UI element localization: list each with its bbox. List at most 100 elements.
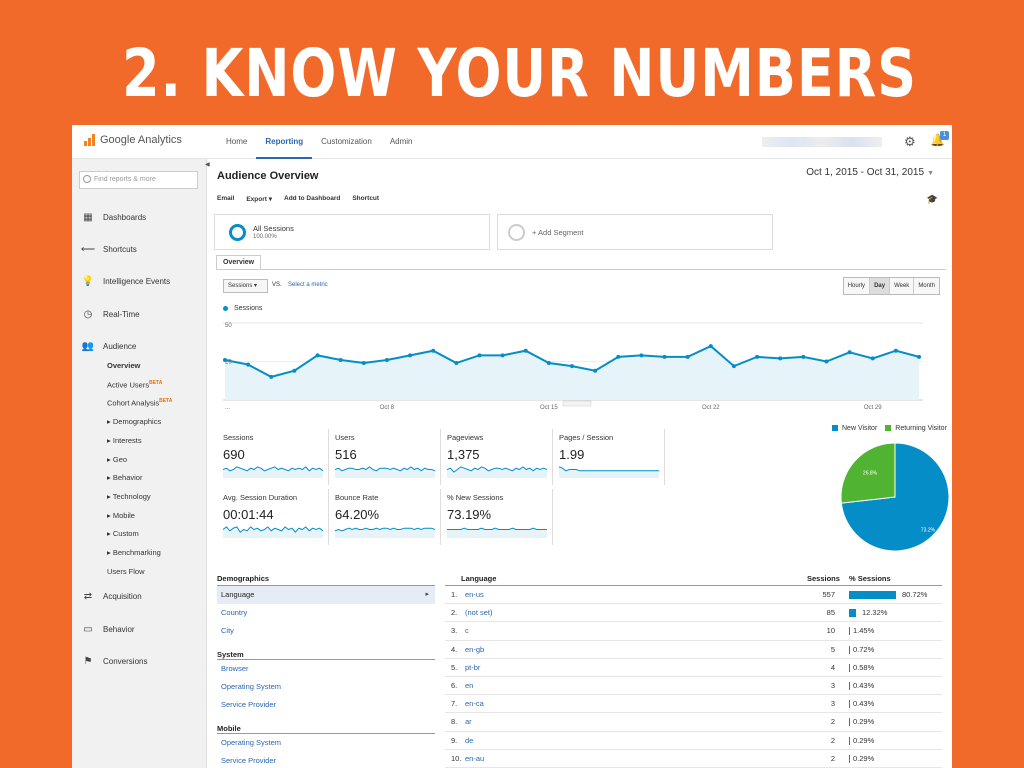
tab-overview[interactable]: Overview <box>216 255 262 270</box>
add-segment-button[interactable]: + Add Segment <box>497 214 773 250</box>
scorecard-pageviews[interactable]: Pageviews 1,375 <box>447 433 558 489</box>
select-metric-link[interactable]: Select a metric <box>288 282 328 288</box>
date-range-picker[interactable]: Oct 1, 2015 - Oct 31, 2015 ▼ <box>806 167 934 178</box>
scorecard-sessions[interactable]: Sessions 690 <box>223 433 334 489</box>
account-selector[interactable] <box>762 137 882 147</box>
caret-right-icon: ▸ <box>107 454 113 464</box>
table-row: 9. de 2 0.29% <box>445 731 942 750</box>
gear-icon[interactable]: ⚙ <box>904 134 916 149</box>
language-link[interactable]: en <box>465 680 474 690</box>
language-link[interactable]: en-us <box>465 590 484 599</box>
percent-value: 0.58% <box>853 662 875 672</box>
sidebar-item-audience[interactable]: 👥 Audience <box>82 340 137 352</box>
language-link[interactable]: en-ca <box>465 699 484 709</box>
data-point <box>731 364 736 369</box>
language-link[interactable]: (not set) <box>465 608 493 618</box>
scorecard-users[interactable]: Users 516 <box>335 433 446 489</box>
percent-bar <box>849 609 856 618</box>
sidebar-sub-users-flow[interactable]: Users Flow <box>107 567 145 576</box>
chart-resize-handle[interactable] <box>562 400 592 407</box>
pie-slice-returning-visitor[interactable] <box>840 442 896 504</box>
graduation-cap-icon[interactable]: 🎓 <box>926 194 938 204</box>
system-link-browser[interactable]: Browser <box>217 660 435 678</box>
sidebar-sub-custom[interactable]: ▸ Custom <box>107 529 139 538</box>
pie-legend: New Visitor Returning Visitor <box>832 425 947 432</box>
scorecard-divider <box>328 429 329 485</box>
column-header[interactable]: % Sessions <box>849 574 891 583</box>
lightbulb-icon: 💡 <box>81 275 95 287</box>
sidebar-sub-overview[interactable]: Overview <box>107 361 140 370</box>
language-link[interactable]: ar <box>465 717 472 727</box>
nav-reporting[interactable]: Reporting <box>256 125 313 159</box>
language-link[interactable]: de <box>465 735 474 745</box>
sidebar-sub-geo[interactable]: ▸ Geo <box>107 455 127 464</box>
granularity-hourly[interactable]: Hourly <box>843 278 870 294</box>
nav-home[interactable]: Home <box>226 137 248 146</box>
sidebar-sub-active-users[interactable]: Active UsersBETA <box>107 380 162 390</box>
language-link[interactable]: en-au <box>465 753 485 763</box>
shortcut-arrow-icon: ⟵ <box>80 243 96 255</box>
segment-all-sessions[interactable]: All Sessions 100.00% <box>214 214 490 250</box>
granularity-week[interactable]: Week <box>889 278 914 294</box>
action-shortcut[interactable]: Shortcut <box>352 195 380 202</box>
scorecard-new-sessions[interactable]: % New Sessions 73.19% <box>447 493 558 549</box>
language-link[interactable]: en-gb <box>465 644 485 654</box>
data-point <box>593 368 598 373</box>
sidebar-item-acquisition[interactable]: ⇄ Acquisition <box>82 590 142 602</box>
column-header[interactable]: Sessions <box>807 574 840 583</box>
scorecard-value: 73.19% <box>447 507 492 522</box>
scorecard-label: Users <box>335 433 355 442</box>
data-point <box>755 354 760 359</box>
action-email[interactable]: Email <box>217 195 235 202</box>
x-tick-label: Oct 22 <box>702 405 720 410</box>
scorecard-avg-session-duration[interactable]: Avg. Session Duration 00:01:44 <box>223 493 334 549</box>
sidebar-sub-technology[interactable]: ▸ Technology <box>107 492 151 501</box>
demo-link-language[interactable]: Language ▸ <box>217 586 435 604</box>
demo-link-city[interactable]: City <box>217 622 435 640</box>
sidebar-item-dashboards[interactable]: ▦ Dashboards <box>82 211 146 223</box>
sidebar-sub-cohort-analysis[interactable]: Cohort AnalysisBETA <box>107 398 172 408</box>
sidebar-item-shortcuts[interactable]: ⟵ Shortcuts <box>80 243 137 255</box>
scorecard-bounce-rate[interactable]: Bounce Rate 64.20% <box>335 493 446 549</box>
collapse-sidebar-icon[interactable]: ◀ <box>205 162 210 168</box>
sidebar-item-label: Shortcuts <box>103 244 137 254</box>
metric-dropdown[interactable]: Sessions ▾ <box>223 279 268 293</box>
column-header[interactable]: Language <box>461 574 497 583</box>
sidebar-item-intelligence-events[interactable]: 💡 Intelligence Events <box>82 275 170 287</box>
action-add-to-dashboard[interactable]: Add to Dashboard <box>284 195 341 202</box>
sessions-line-chart: 50 25... Oct 8 Oct 15 Oct 22 Oct 29 <box>223 322 923 410</box>
sidebar-sub-demographics[interactable]: ▸ Demographics <box>107 417 161 426</box>
system-link-service-provider[interactable]: Service Provider <box>217 696 435 714</box>
nav-admin[interactable]: Admin <box>389 137 413 146</box>
sidebar-item-real-time[interactable]: ◷ Real-Time <box>82 308 140 320</box>
search-input[interactable]: Find reports & more <box>79 171 198 189</box>
granularity-day[interactable]: Day <box>869 278 890 294</box>
demo-link-country[interactable]: Country <box>217 604 435 622</box>
logo[interactable]: Google Analytics <box>84 134 182 146</box>
sidebar-sub-mobile[interactable]: ▸ Mobile <box>107 511 135 520</box>
sessions-value: 2 <box>830 753 835 763</box>
sidebar-sub-label: Active Users <box>107 380 150 390</box>
action-export[interactable]: Export ▾ <box>246 196 272 203</box>
scorecard-pages-session[interactable]: Pages / Session 1.99 <box>559 433 670 489</box>
search-icon <box>83 175 91 183</box>
sidebar-sub-interests[interactable]: ▸ Interests <box>107 436 142 445</box>
system-link-operating-system[interactable]: Operating System <box>217 678 435 696</box>
sidebar-item-conversions[interactable]: ⚑ Conversions <box>82 655 148 667</box>
mobile-link-operating-system[interactable]: Operating System <box>217 734 435 752</box>
tab-divider <box>216 269 946 270</box>
granularity-month[interactable]: Month <box>913 278 939 294</box>
language-link[interactable]: pt-br <box>465 662 481 672</box>
sidebar-sub-label: Geo <box>112 454 128 464</box>
scorecard-divider <box>552 489 553 545</box>
sidebar-sub-benchmarking[interactable]: ▸ Benchmarking <box>107 548 161 557</box>
pie-legend-item: Returning Visitor <box>885 425 947 432</box>
sidebar-sub-behavior[interactable]: ▸ Behavior <box>107 473 142 482</box>
nav-customization[interactable]: Customization <box>321 137 372 146</box>
demo-link-label: Operating System <box>221 682 282 691</box>
data-point <box>246 362 251 367</box>
percent-value: 12.32% <box>862 608 888 618</box>
language-link[interactable]: c <box>465 626 469 636</box>
sidebar-item-behavior[interactable]: ▭ Behavior <box>82 623 134 635</box>
mobile-link-service-provider[interactable]: Service Provider <box>217 752 435 768</box>
